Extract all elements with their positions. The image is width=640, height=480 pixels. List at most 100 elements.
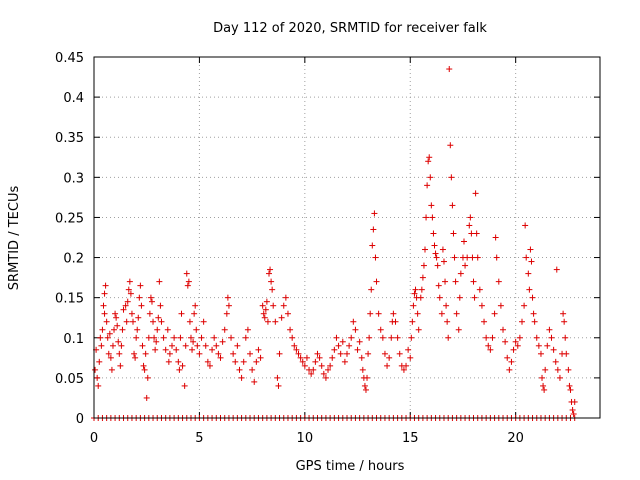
- y-tick-label: 0.25: [55, 211, 84, 226]
- data-point: [240, 358, 247, 365]
- data-point: [350, 318, 357, 325]
- data-point: [169, 342, 176, 349]
- data-point: [108, 366, 115, 373]
- data-point: [487, 346, 494, 353]
- data-point: [491, 310, 498, 317]
- data-point: [419, 274, 426, 281]
- data-point: [500, 326, 507, 333]
- data-point: [192, 302, 199, 309]
- data-point: [146, 310, 153, 317]
- data-point: [181, 382, 188, 389]
- data-point: [341, 358, 348, 365]
- data-point: [474, 254, 481, 261]
- data-point: [448, 174, 455, 181]
- data-point: [427, 174, 434, 181]
- data-point: [386, 354, 393, 361]
- data-point: [99, 326, 106, 333]
- data-point: [400, 366, 407, 373]
- data-point: [280, 302, 287, 309]
- y-tick-label: 0.35: [55, 131, 84, 146]
- data-point: [445, 334, 452, 341]
- data-point: [102, 282, 109, 289]
- data-point: [318, 362, 325, 369]
- data-point: [262, 306, 269, 313]
- data-point: [101, 310, 108, 317]
- data-point: [105, 350, 112, 357]
- data-point: [546, 326, 553, 333]
- data-point: [356, 338, 363, 345]
- data-point: [295, 350, 302, 357]
- data-point: [140, 362, 147, 369]
- data-point: [493, 254, 500, 261]
- grid: [94, 57, 600, 418]
- y-axis-label: SRMTID / TECUs: [7, 186, 22, 291]
- y-tick-label: 0.1: [63, 332, 84, 347]
- data-point: [138, 302, 145, 309]
- data-point: [152, 346, 159, 353]
- data-point: [139, 342, 146, 349]
- data-point: [440, 258, 447, 265]
- data-point: [420, 262, 427, 269]
- x-tick-label: 5: [195, 431, 203, 446]
- data-point: [291, 342, 298, 349]
- data-point: [151, 334, 158, 341]
- data-point: [196, 350, 203, 357]
- data-point: [497, 302, 504, 309]
- y-tick-label: 0.4: [63, 91, 84, 106]
- data-point: [478, 302, 485, 309]
- data-point: [251, 378, 258, 385]
- data-point: [449, 202, 456, 209]
- data-point: [299, 358, 306, 365]
- data-point: [508, 358, 515, 365]
- data-point: [179, 362, 186, 369]
- data-point: [144, 374, 151, 381]
- data-point: [153, 338, 160, 345]
- data-point: [516, 334, 523, 341]
- data-point: [213, 342, 220, 349]
- data-point: [346, 342, 353, 349]
- data-point: [468, 230, 475, 237]
- data-point: [550, 346, 557, 353]
- data-point: [451, 254, 458, 261]
- data-point: [352, 326, 359, 333]
- data-point: [423, 214, 430, 221]
- data-point: [134, 326, 141, 333]
- data-point: [329, 354, 336, 361]
- data-point: [554, 366, 561, 373]
- data-point: [553, 266, 560, 273]
- data-point: [215, 350, 222, 357]
- data-point: [173, 346, 180, 353]
- data-point: [461, 238, 468, 245]
- data-point: [426, 154, 433, 161]
- data-point: [370, 226, 377, 233]
- data-point: [115, 338, 122, 345]
- data-point: [377, 326, 384, 333]
- data-point: [122, 302, 129, 309]
- x-tick-label: 20: [507, 431, 524, 446]
- data-point: [253, 358, 260, 365]
- data-point: [156, 278, 163, 285]
- data-point: [453, 310, 460, 317]
- data-point: [211, 334, 218, 341]
- data-point: [204, 358, 211, 365]
- data-point: [444, 318, 451, 325]
- data-point: [371, 210, 378, 217]
- data-point: [184, 282, 191, 289]
- data-point: [565, 366, 572, 373]
- data-point: [119, 326, 126, 333]
- data-point: [472, 190, 479, 197]
- data-point: [425, 158, 432, 165]
- data-point: [368, 286, 375, 293]
- data-point: [522, 222, 529, 229]
- data-point: [293, 346, 300, 353]
- data-point: [310, 366, 317, 373]
- data-point: [186, 318, 193, 325]
- data-point: [255, 346, 262, 353]
- data-point: [94, 374, 101, 381]
- data-point: [548, 334, 555, 341]
- data-point: [364, 374, 371, 381]
- data-point: [335, 342, 342, 349]
- data-point: [438, 310, 445, 317]
- data-point: [301, 362, 308, 369]
- data-point: [297, 354, 304, 361]
